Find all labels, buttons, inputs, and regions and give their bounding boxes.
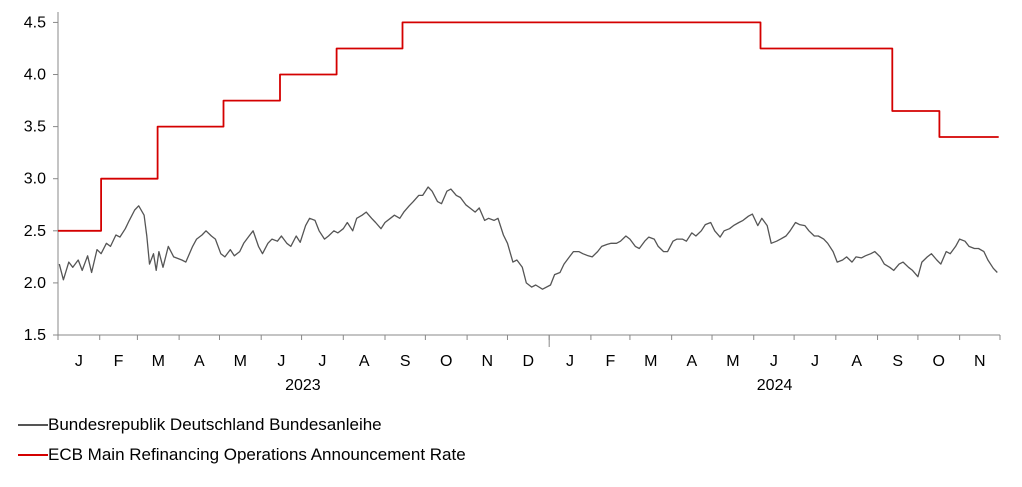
x-month-label: J [277, 353, 285, 370]
x-year-label: 2024 [757, 377, 793, 394]
y-tick-label: 2.0 [24, 275, 46, 292]
y-tick-label: 3.5 [24, 119, 46, 136]
x-month-label: J [770, 353, 778, 370]
x-month-label: F [606, 353, 616, 370]
plot-series [58, 21, 999, 290]
x-month-label: J [811, 353, 819, 370]
x-month-label: A [686, 353, 697, 370]
y-tick-label: 2.5 [24, 223, 46, 240]
x-month-label: M [152, 353, 165, 370]
legend-label-ecb: ECB Main Refinancing Operations Announce… [48, 445, 466, 464]
x-month-label: S [892, 353, 903, 370]
x-month-label: A [359, 353, 370, 370]
legend-item-ecb: ECB Main Refinancing Operations Announce… [18, 442, 466, 468]
legend-swatch-ecb [18, 454, 48, 456]
x-month-label: J [566, 353, 574, 370]
x-month-label: A [851, 353, 862, 370]
x-axis: J F M A M J J A S O N D J F M A M J J A S O N 2023 2024 [57, 334, 1001, 394]
y-tick-label: 4.5 [24, 14, 46, 31]
y-tick-label: 4.0 [24, 67, 46, 84]
x-month-label: F [114, 353, 124, 370]
x-month-label: O [440, 353, 452, 370]
y-axis: 4.5 4.0 3.5 3.0 2.5 2.0 1.5 [24, 12, 59, 344]
x-month-label: A [194, 353, 205, 370]
x-month-label: M [644, 353, 657, 370]
legend-item-bund: Bundesrepublik Deutschland Bundesanleihe [18, 412, 466, 438]
series-line-bund [58, 186, 998, 290]
x-month-label: J [75, 353, 83, 370]
x-month-label: J [318, 353, 326, 370]
y-tick-label: 1.5 [24, 327, 46, 344]
x-month-label: O [933, 353, 945, 370]
x-month-label: S [400, 353, 411, 370]
legend: Bundesrepublik Deutschland Bundesanleihe… [18, 412, 466, 472]
x-month-label: N [482, 353, 494, 370]
y-tick-label: 3.0 [24, 171, 46, 188]
x-month-label: M [234, 353, 247, 370]
legend-swatch-bund [18, 424, 48, 426]
x-month-label: N [974, 353, 986, 370]
series-line-ecb [58, 21, 999, 232]
x-year-label: 2023 [285, 377, 321, 394]
x-month-label: M [726, 353, 739, 370]
legend-label-bund: Bundesrepublik Deutschland Bundesanleihe [48, 415, 382, 434]
x-month-label: D [523, 353, 535, 370]
